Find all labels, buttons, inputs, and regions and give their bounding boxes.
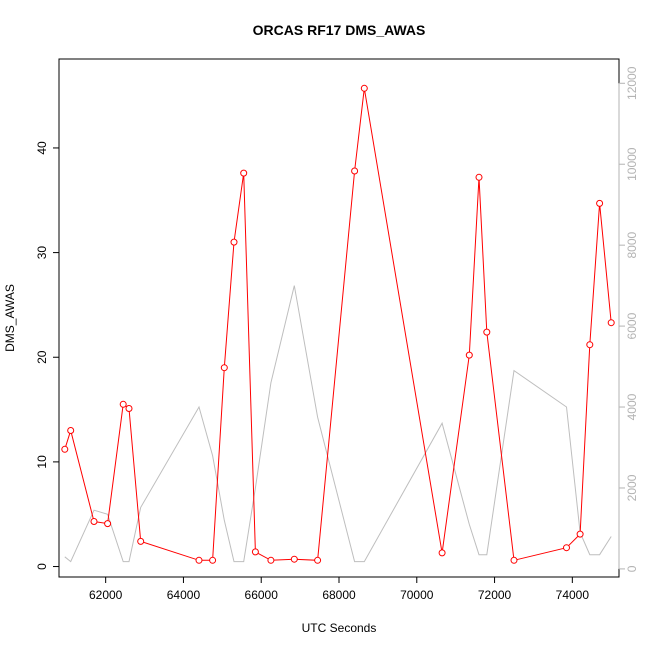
data-point bbox=[67, 427, 75, 434]
x-tick-label: 66000 bbox=[245, 588, 279, 602]
data-point bbox=[195, 556, 203, 564]
x-tick-label: 70000 bbox=[400, 588, 434, 602]
axes-layer: 62000 64000 66000 68000 70000 72000 74000 0 10 20… bbox=[35, 66, 639, 602]
data-point bbox=[230, 238, 238, 246]
y-axis-label: DMS_AWAS bbox=[3, 284, 17, 352]
data-point bbox=[104, 520, 112, 528]
data-point bbox=[90, 518, 98, 525]
data-point bbox=[475, 173, 483, 181]
y2-tick-label: 4000 bbox=[625, 393, 639, 420]
chart-title: ORCAS RF17 DMS_AWAS bbox=[253, 22, 426, 38]
data-point bbox=[576, 530, 584, 538]
y2-tick-label: 2000 bbox=[625, 474, 639, 501]
data-point bbox=[510, 556, 518, 564]
data-point bbox=[137, 537, 145, 545]
data-point bbox=[607, 319, 615, 327]
x-tick-label: 74000 bbox=[556, 588, 590, 602]
data-point bbox=[209, 556, 217, 564]
data-point bbox=[438, 549, 446, 557]
data-point bbox=[220, 364, 228, 372]
x-tick-label: 72000 bbox=[478, 588, 512, 602]
y-tick-label: 30 bbox=[35, 246, 49, 260]
y2-tick-label: 6000 bbox=[625, 312, 639, 339]
data-point bbox=[596, 199, 604, 207]
data-point bbox=[563, 544, 570, 552]
series-line-0 bbox=[64, 88, 612, 561]
x-tick-label: 68000 bbox=[322, 588, 356, 602]
data-point bbox=[465, 351, 473, 359]
data-point bbox=[351, 167, 359, 175]
y2-tick-label: 12000 bbox=[625, 66, 639, 100]
data-point bbox=[251, 548, 259, 556]
data-point bbox=[267, 556, 275, 564]
y2-tick-label: 0 bbox=[625, 565, 639, 572]
x-tick-label: 62000 bbox=[89, 588, 123, 602]
data-point bbox=[119, 400, 127, 408]
data-point bbox=[483, 328, 491, 336]
x-tick-label: 64000 bbox=[167, 588, 201, 602]
y-tick-label: 40 bbox=[35, 141, 49, 155]
y-tick-label: 20 bbox=[35, 350, 49, 364]
data-point bbox=[61, 445, 69, 453]
data-point bbox=[290, 555, 298, 563]
series-layer bbox=[61, 84, 615, 564]
x-axis-label: UTC Seconds bbox=[302, 621, 377, 635]
data-point bbox=[240, 169, 248, 177]
data-point bbox=[314, 556, 322, 564]
y-tick-label: 10 bbox=[35, 455, 49, 469]
data-point bbox=[360, 84, 368, 92]
data-point bbox=[125, 405, 133, 412]
data-point bbox=[586, 341, 594, 349]
y2-tick-label: 10000 bbox=[625, 147, 639, 181]
y-tick-label: 0 bbox=[35, 563, 49, 570]
y2-tick-label: 8000 bbox=[625, 231, 639, 258]
series-line-1 bbox=[64, 285, 612, 563]
